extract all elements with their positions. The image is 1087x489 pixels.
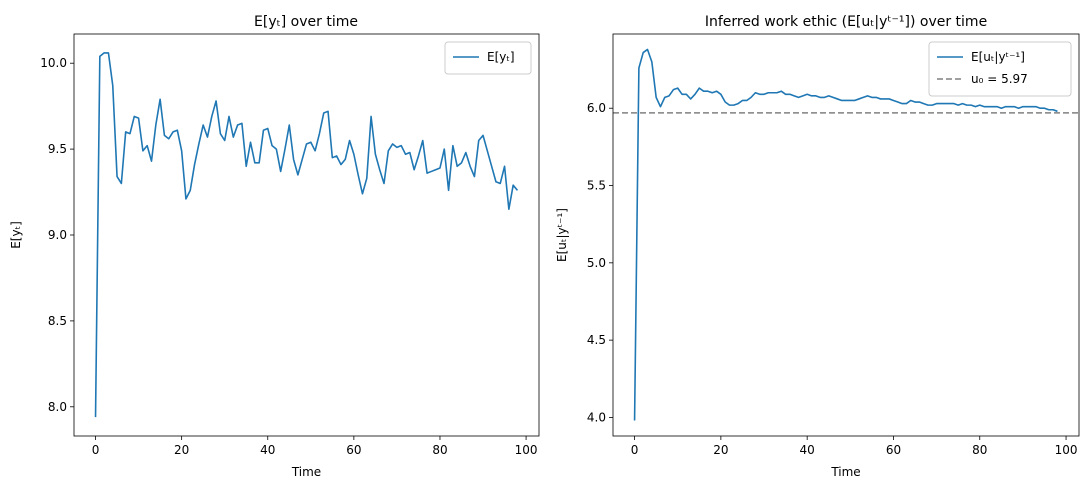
y-tick-label: 8.5 [48, 314, 67, 328]
plot-frame [612, 33, 1080, 437]
series-line [94, 52, 519, 418]
legend-box [928, 41, 1072, 97]
y-tick-label: 4.5 [587, 333, 606, 347]
series-line [633, 48, 1058, 421]
legend-box [444, 41, 532, 75]
y-axis-label: E[uₜ|yᵗ⁻¹] [555, 208, 569, 262]
legend: E[yₜ] [444, 41, 532, 75]
y-tick-label: 9.5 [48, 142, 67, 156]
y-tick-label: 10.0 [40, 56, 67, 70]
x-tick-label: 20 [713, 443, 728, 457]
x-tick-label: 40 [800, 443, 815, 457]
x-tick-label: 80 [432, 443, 447, 457]
x-tick-label: 100 [515, 443, 538, 457]
legend-label: E[uₜ|yᵗ⁻¹] [971, 50, 1025, 64]
chart-panel-left: E[yₜ] over time 0 20 40 60 80 100 8.0 8.5 9.0 9.5 1… [9, 14, 540, 479]
legend-label: u₀ = 5.97 [971, 72, 1028, 86]
legend: E[uₜ|yᵗ⁻¹] u₀ = 5.97 [928, 41, 1072, 97]
x-tick-label: 80 [972, 443, 987, 457]
x-axis-label: Time [291, 465, 321, 479]
y-tick-label: 5.5 [587, 179, 606, 193]
x-tick-label: 20 [174, 443, 189, 457]
y-axis-label: E[yₜ] [9, 221, 23, 249]
chart-title: E[yₜ] over time [254, 14, 358, 30]
x-axis-label: Time [830, 465, 860, 479]
x-tick-label: 0 [92, 443, 100, 457]
x-tick-label: 60 [886, 443, 901, 457]
y-tick-label: 4.0 [587, 410, 606, 424]
legend-label: E[yₜ] [487, 50, 515, 64]
y-tick-label: 8.0 [48, 400, 67, 414]
x-tick-label: 0 [631, 443, 639, 457]
chart-title: Inferred work ethic (E[uₜ|yᵗ⁻¹]) over ti… [705, 14, 987, 30]
y-tick-label: 5.0 [587, 256, 606, 270]
x-tick-label: 60 [346, 443, 361, 457]
y-tick-label: 6.0 [587, 101, 606, 115]
x-tick-label: 100 [1055, 443, 1078, 457]
y-tick-label: 9.0 [48, 228, 67, 242]
chart-panel-right: Inferred work ethic (E[uₜ|yᵗ⁻¹]) over ti… [555, 14, 1080, 479]
x-tick-label: 40 [260, 443, 275, 457]
